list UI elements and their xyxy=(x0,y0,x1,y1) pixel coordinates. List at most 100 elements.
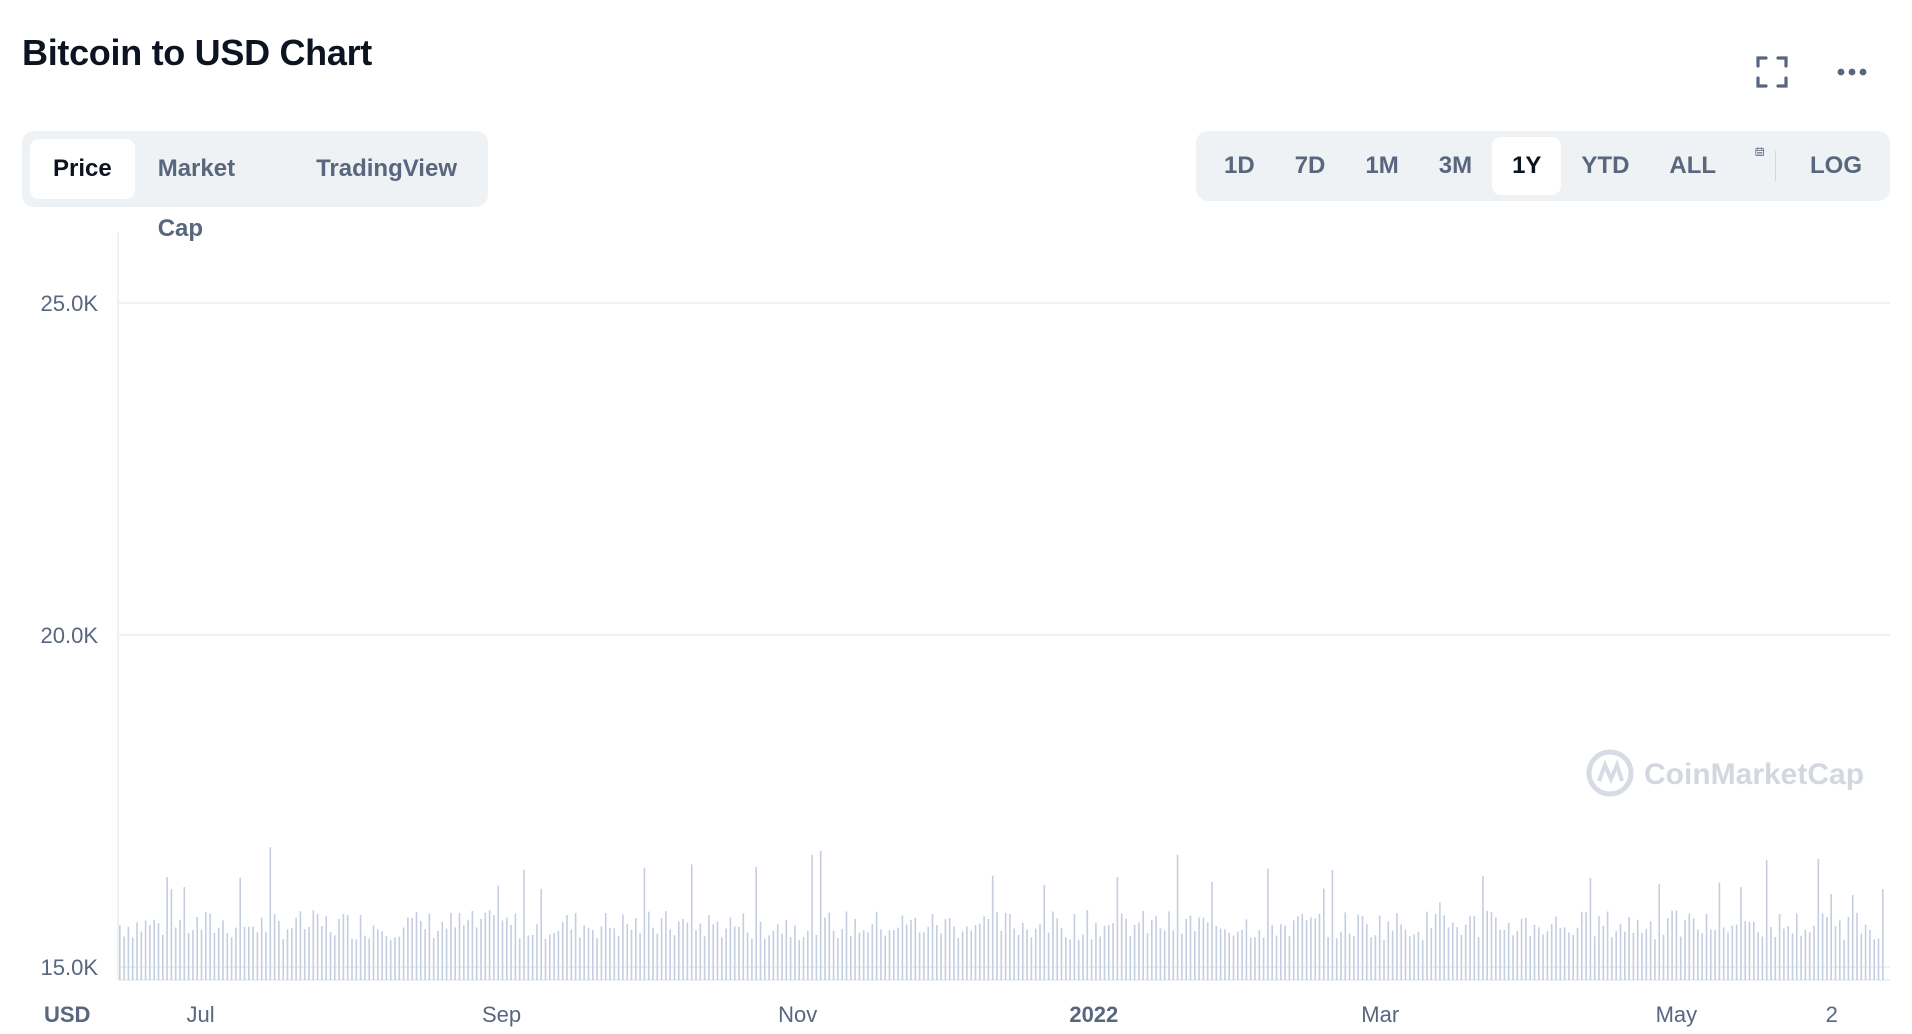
volume-bar xyxy=(1869,929,1871,980)
volume-bar xyxy=(1662,934,1665,980)
range-1y[interactable]: 1Y xyxy=(1492,137,1562,195)
volume-bar xyxy=(1671,910,1673,980)
volume-bar xyxy=(1701,933,1703,980)
volume-bar xyxy=(389,939,392,980)
more-dots-icon[interactable] xyxy=(1832,52,1872,92)
volume-bar xyxy=(1155,916,1157,980)
volume-bar xyxy=(493,915,495,980)
y-tick-label: 20.0K xyxy=(41,623,99,648)
volume-bar xyxy=(1783,928,1785,980)
volume-bar xyxy=(420,920,422,980)
volume-bar xyxy=(549,934,551,980)
volume-bar xyxy=(570,929,573,980)
volume-bar xyxy=(510,924,512,980)
tab-market-cap[interactable]: Market Cap xyxy=(157,155,236,242)
volume-bar xyxy=(1740,887,1742,980)
volume-bar xyxy=(1043,884,1046,980)
volume-bar xyxy=(441,921,444,980)
range-ytd[interactable]: YTD xyxy=(1581,152,1630,179)
volume-bar xyxy=(665,911,667,980)
volume-bar xyxy=(278,920,280,980)
volume-bar xyxy=(291,928,293,980)
volume-bar xyxy=(338,919,340,980)
volume-bar xyxy=(428,913,431,980)
volume-bar xyxy=(299,911,302,980)
volume-bar xyxy=(824,917,826,980)
volume-bar xyxy=(377,929,379,980)
volume-bar xyxy=(1443,915,1445,980)
volume-bar xyxy=(1194,931,1196,980)
log-toggle[interactable]: LOG xyxy=(1810,152,1862,179)
volume-bar xyxy=(536,924,538,980)
volume-bar xyxy=(475,927,478,980)
volume-bar xyxy=(1542,934,1544,980)
volume-bar xyxy=(1864,924,1867,980)
volume-bar xyxy=(953,926,955,980)
volume-bar xyxy=(183,887,186,980)
range-1m[interactable]: 1M xyxy=(1365,152,1399,179)
volume-bar xyxy=(166,876,168,980)
volume-bar xyxy=(1176,854,1179,980)
volume-bar xyxy=(1297,916,1299,980)
volume-bar xyxy=(1705,913,1708,980)
volume-bar xyxy=(1262,937,1265,980)
volume-bar xyxy=(1211,881,1213,980)
volume-bar xyxy=(1697,929,1699,980)
volume-bar xyxy=(850,935,852,980)
volume-bar xyxy=(424,929,426,980)
volume-bar xyxy=(1525,917,1527,980)
volume-bar xyxy=(1344,912,1347,980)
volume-bar xyxy=(123,936,125,980)
range-1d[interactable]: 1D xyxy=(1224,152,1255,179)
volume-bar xyxy=(918,932,921,980)
range-7d[interactable]: 7D xyxy=(1294,152,1326,179)
volume-bar xyxy=(987,918,990,980)
calendar-icon[interactable] xyxy=(1754,144,1765,188)
tab-price[interactable]: Price xyxy=(30,139,135,199)
range-all[interactable]: ALL xyxy=(1669,152,1717,179)
volume-bar xyxy=(1413,934,1415,980)
volume-bar xyxy=(699,923,702,980)
volume-bar xyxy=(1628,916,1630,980)
volume-bar xyxy=(1770,927,1772,980)
volume-bar xyxy=(617,936,620,980)
volume-bar xyxy=(884,935,886,980)
volume-bar xyxy=(1791,933,1794,980)
tab-tradingview[interactable]: TradingView xyxy=(316,155,457,182)
volume-bar xyxy=(1409,936,1411,980)
volume-bar xyxy=(1292,920,1295,980)
volume-bar xyxy=(1757,932,1759,980)
volume-bar xyxy=(1636,919,1639,980)
volume-bar xyxy=(1826,916,1828,980)
volume-bar xyxy=(759,921,762,980)
volume-bar xyxy=(600,926,603,980)
volume-bar xyxy=(1275,935,1278,980)
volume-bar xyxy=(256,932,259,980)
volume-bar xyxy=(209,913,211,980)
volume-bar xyxy=(445,928,448,980)
volume-bar xyxy=(213,932,216,980)
volume-bar xyxy=(1370,937,1372,980)
volume-bar xyxy=(690,864,693,980)
volume-bar xyxy=(1254,937,1256,980)
volume-bar xyxy=(875,911,878,980)
volume-bar xyxy=(1452,922,1454,980)
volume-bar xyxy=(1882,889,1884,980)
volume-bar xyxy=(944,919,947,980)
volume-bar xyxy=(764,938,766,980)
volume-bar xyxy=(1421,939,1424,980)
volume-bar xyxy=(776,924,779,980)
volume-bar xyxy=(1284,925,1286,980)
volume-bar xyxy=(1439,902,1441,980)
volume-bar xyxy=(1185,918,1187,980)
volume-bar xyxy=(1654,939,1656,980)
volume-bar xyxy=(1013,928,1015,980)
fullscreen-icon[interactable] xyxy=(1752,52,1792,92)
volume-bar xyxy=(880,929,882,980)
volume-bar xyxy=(794,925,796,980)
volume-bar xyxy=(1761,936,1764,980)
volume-bar xyxy=(1353,935,1355,980)
range-3m[interactable]: 3M xyxy=(1438,152,1473,179)
volume-bar xyxy=(450,912,452,980)
volume-bar xyxy=(1856,912,1858,980)
